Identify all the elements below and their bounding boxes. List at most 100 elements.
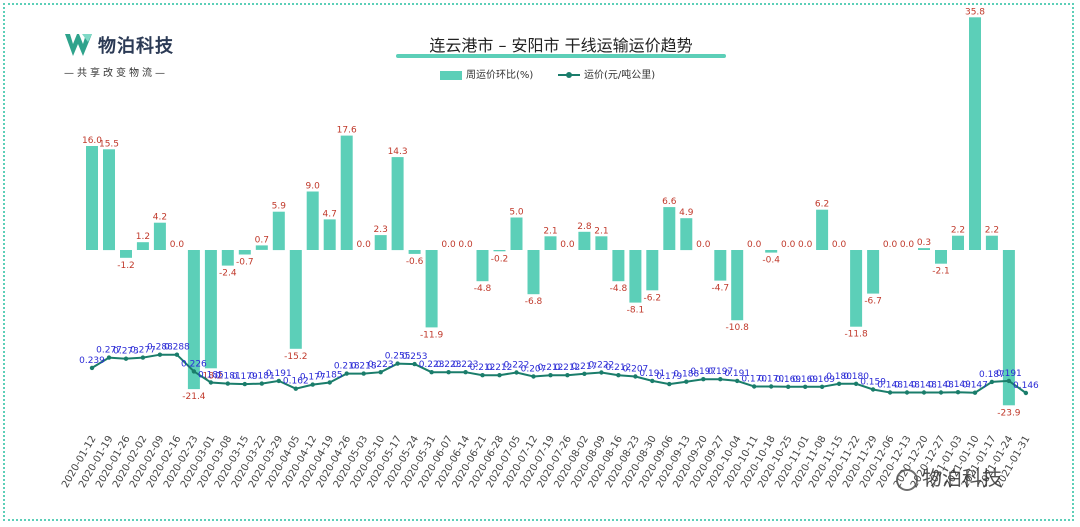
bar [680, 218, 693, 251]
brand-name: 物泊科技 [98, 36, 174, 57]
bar-value-label: -4.8 [610, 284, 628, 294]
bar [204, 250, 217, 369]
bar-value-label: 6.6 [662, 197, 677, 207]
price-point [480, 373, 485, 378]
price-point [836, 381, 842, 386]
price-point [650, 378, 655, 384]
bar-value-label: -1.2 [117, 261, 135, 271]
price-value-label: 0.180 [826, 372, 852, 382]
bar-value-label: 0.7 [255, 235, 269, 245]
price-point [633, 374, 638, 379]
price-value-label: 0.147 [962, 381, 988, 391]
price-value-label: 0.207 [623, 365, 649, 375]
price-point [599, 370, 604, 375]
bar [408, 250, 421, 254]
bar-value-label: -0.7 [236, 258, 254, 268]
bar [153, 222, 166, 250]
bar [391, 157, 404, 251]
price-value-label: 0.177 [300, 373, 326, 383]
price-value-label: 0.159 [860, 378, 886, 388]
bar [595, 236, 608, 250]
price-value-label: 0.222 [504, 361, 530, 371]
bar [663, 207, 676, 250]
price-point [853, 381, 859, 386]
price-line [91, 353, 1027, 394]
bar [255, 245, 268, 250]
bar-value-label: 2.2 [951, 226, 965, 236]
bar-value-label: 5.9 [272, 202, 287, 212]
price-point [616, 373, 621, 378]
bar-value-label: 0.0 [441, 240, 456, 250]
price-point [1023, 390, 1029, 396]
bar [816, 209, 829, 250]
bar-value-label: -6.8 [525, 297, 543, 307]
bar [221, 250, 234, 266]
bar-value-label: -10.8 [726, 323, 750, 333]
price-value-label: 0.223 [419, 360, 445, 370]
brand-logo: 物泊科技 —共享改变物流— [64, 30, 204, 82]
bar-value-label: 0.0 [747, 240, 762, 250]
bar-value-label: -11.9 [420, 330, 444, 340]
price-point [667, 381, 672, 387]
bar-value-label: 0.0 [900, 240, 915, 250]
bar-value-label: -6.2 [644, 293, 662, 303]
price-value-label: 0.185 [317, 371, 343, 381]
bar-value-label: -0.6 [406, 257, 424, 267]
bar [918, 248, 930, 250]
bar [476, 250, 489, 282]
price-value-label: 0.188 [673, 370, 699, 380]
price-value-label: 0.277 [96, 346, 122, 356]
bar-value-label: 0.0 [357, 240, 372, 250]
bar-value-label: 4.9 [679, 208, 694, 218]
price-point [684, 379, 689, 384]
bar-value-label: -18.2 [199, 371, 222, 381]
price-point [870, 387, 876, 392]
wechat-icon [896, 468, 918, 491]
price-value-label: 0.179 [232, 372, 258, 382]
price-point [123, 356, 129, 361]
price-point [174, 352, 180, 357]
price-point [531, 374, 536, 379]
price-value-label: 0.185 [198, 371, 224, 381]
price-value-label: 0.239 [79, 356, 105, 366]
chart-title: 连云港市 – 安阳市 干线运输运价趋势 [429, 36, 693, 55]
price-value-label: 0.149 [945, 380, 971, 390]
bar-value-label: 2.2 [985, 226, 999, 236]
price-value-label: 0.218 [334, 362, 360, 372]
bar [1002, 250, 1015, 406]
price-value-label: 0.180 [843, 372, 869, 382]
bar [544, 236, 557, 250]
price-point [276, 378, 281, 384]
bar [985, 235, 998, 250]
bar [578, 231, 591, 250]
price-value-label: 0.223 [436, 360, 462, 370]
price-point [718, 377, 723, 382]
price-point [803, 384, 808, 389]
price-value-label: 0.187 [979, 370, 1005, 380]
bar-value-label: 14.3 [388, 147, 408, 157]
bar-value-label: 17.6 [337, 126, 357, 136]
bar [86, 146, 98, 250]
bar [510, 217, 523, 250]
price-value-label: 0.277 [130, 346, 156, 356]
price-point [904, 390, 910, 395]
price-point [225, 381, 230, 386]
price-point [921, 390, 927, 395]
bar [527, 250, 540, 295]
watermark: 物泊科技 [896, 462, 1002, 491]
bar-value-label: 0.0 [560, 240, 575, 250]
bar-value-label: 15.5 [99, 139, 119, 149]
price-point [191, 369, 197, 374]
bar-value-label: 6.2 [815, 200, 829, 210]
price-point [752, 384, 757, 389]
chart-frame [3, 3, 1074, 521]
bar [103, 149, 115, 251]
price-point [463, 370, 468, 375]
bar [289, 250, 302, 349]
price-value-label: 0.223 [368, 360, 394, 370]
bar-value-label: 0.0 [696, 240, 711, 250]
price-point [769, 384, 774, 389]
price-point [938, 390, 944, 395]
price-point [327, 380, 332, 385]
bar-value-label: 0.0 [832, 240, 847, 250]
